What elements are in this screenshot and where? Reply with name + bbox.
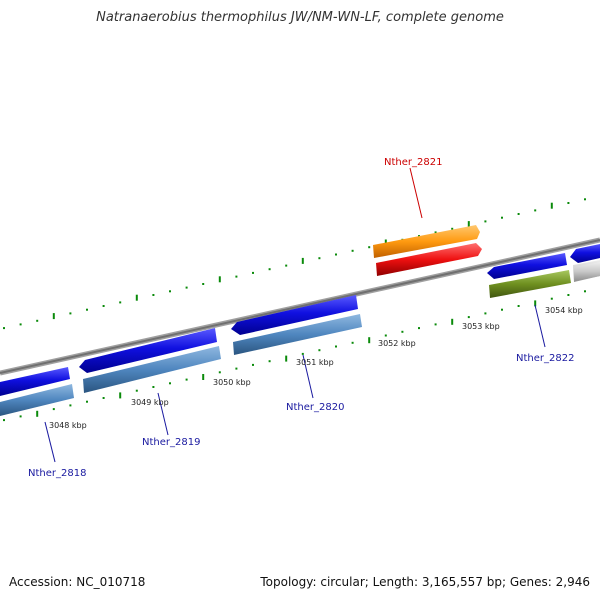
genome-backbone: [0, 237, 600, 376]
map-title: Natranaerobius thermophilus JW/NM-WN-LF,…: [96, 10, 504, 25]
gene-label-nther-2819[interactable]: Nther_2819: [142, 437, 200, 448]
gene-label-nther-2820[interactable]: Nther_2820: [286, 402, 344, 413]
ruler-label-3049: 3049 kbp: [131, 398, 169, 407]
gene-reverse-blue-edge[interactable]: [570, 244, 600, 263]
outer-tick-ring: [3, 198, 586, 330]
ruler-label-3048: 3048 kbp: [49, 421, 87, 430]
gene-nther-2822-olive[interactable]: [489, 270, 571, 298]
ruler-label-3050: 3050 kbp: [213, 378, 251, 387]
gene-nther-2821-orange[interactable]: [373, 225, 480, 258]
gene-nther-2818-steel[interactable]: [0, 384, 74, 416]
inner-tick-ring: [3, 290, 586, 422]
ruler-label-3051: 3051 kbp: [296, 358, 334, 367]
ruler-label-3054: 3054 kbp: [545, 306, 583, 315]
gene-nther-2821-red[interactable]: [376, 243, 482, 276]
gene-nther-2820-blue[interactable]: [231, 295, 358, 335]
ruler-labels: 3048 kbp 3049 kbp 3050 kbp 3051 kbp 3052…: [49, 306, 583, 430]
gene-label-nther-2821[interactable]: Nther_2821: [384, 157, 442, 168]
gene-nther-2819-steel[interactable]: [83, 346, 221, 393]
topology-summary: Topology: circular; Length: 3,165,557 bp…: [260, 575, 590, 589]
gene-lower-grey-edge[interactable]: [574, 262, 600, 281]
accession-text: Accession: NC_010718: [9, 575, 146, 589]
gene-label-nther-2818[interactable]: Nther_2818: [28, 468, 86, 479]
gene-nther-2820-steel[interactable]: [233, 314, 362, 355]
label-leader-lines: [44, 167, 546, 463]
ruler-label-3052: 3052 kbp: [378, 339, 416, 348]
gene-nther-2818-blue[interactable]: [0, 367, 70, 396]
gene-nther-2822-blue[interactable]: [487, 253, 567, 279]
gene-label-nther-2822[interactable]: Nther_2822: [516, 353, 574, 364]
gene-labels: Nther_2821 Nther_2818 Nther_2819 Nther_2…: [28, 157, 574, 479]
gene-nther-2819-blue[interactable]: [79, 328, 217, 373]
ruler-label-3053: 3053 kbp: [462, 322, 500, 331]
gene-features: [0, 225, 600, 416]
